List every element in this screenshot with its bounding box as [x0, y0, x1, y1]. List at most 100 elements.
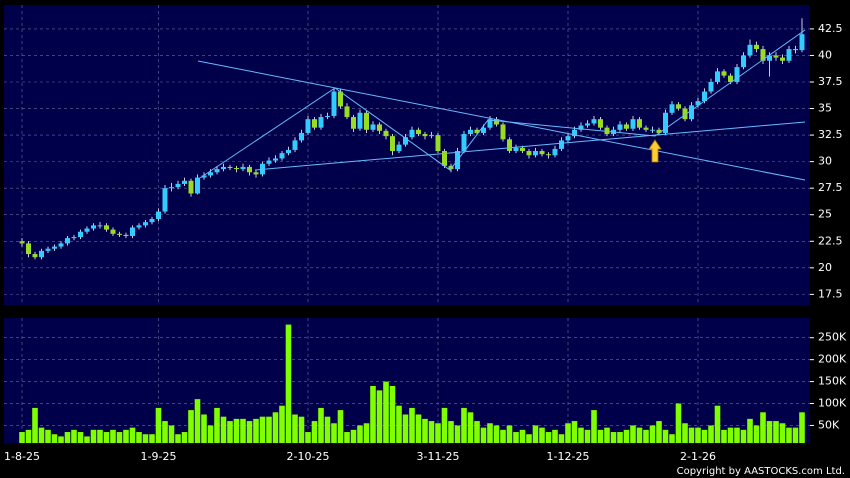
volume-bar	[734, 427, 740, 443]
volume-bar	[792, 427, 799, 443]
candle-body	[195, 177, 200, 194]
volume-bar	[168, 425, 175, 443]
volume-bar	[617, 432, 623, 443]
y-tick-label: 17.5	[818, 287, 843, 300]
candle-body	[422, 134, 428, 137]
volume-bar	[545, 432, 552, 443]
volume-bar	[766, 421, 773, 443]
candle-body	[442, 151, 447, 166]
volume-bar	[220, 416, 227, 443]
candle-body	[663, 112, 668, 133]
x-tick-label: 1-9-25	[141, 450, 177, 463]
volume-bar	[51, 434, 58, 443]
candle-body	[435, 135, 441, 152]
candle-body	[474, 129, 480, 133]
candle-body	[565, 136, 571, 141]
volume-bar	[311, 421, 318, 443]
y-tick-label: 30	[818, 155, 832, 168]
volume-bar	[610, 432, 617, 443]
volume-bar	[227, 421, 233, 443]
volume-bar	[38, 427, 45, 443]
volume-bar	[552, 429, 558, 443]
volume-bar	[214, 407, 220, 443]
candle-body	[26, 243, 31, 255]
candle-body	[734, 67, 740, 82]
volume-bar	[714, 405, 721, 443]
candle-body	[136, 225, 142, 228]
volume-bar	[116, 432, 123, 443]
candle-body	[123, 234, 129, 236]
candle-body	[526, 151, 532, 156]
candle-body	[318, 117, 324, 128]
candle-body	[117, 233, 122, 235]
volume-bar	[58, 436, 64, 443]
trend-zigzag	[199, 29, 806, 179]
volume-bar	[370, 385, 376, 443]
candle-body	[429, 135, 434, 137]
candle-body	[481, 127, 486, 133]
volume-bar	[740, 429, 747, 443]
candle-body	[656, 129, 662, 133]
candle-body	[247, 166, 252, 173]
candle-body	[513, 147, 519, 152]
candle-body	[630, 119, 636, 129]
volume-bar	[285, 324, 292, 443]
candle-body	[305, 119, 311, 133]
volume-bar	[519, 429, 526, 443]
volume-bar	[643, 429, 649, 443]
candle-body	[71, 237, 77, 239]
candle-body	[344, 106, 350, 118]
volume-bar	[415, 414, 422, 443]
candle-body	[221, 166, 226, 170]
volume-bar	[324, 416, 331, 443]
volume-bar	[207, 425, 214, 443]
y-tick-label: 32.5	[818, 128, 843, 141]
candle-body	[351, 117, 356, 129]
candle-body	[539, 151, 545, 155]
candle-body	[689, 105, 694, 120]
candle-body	[149, 218, 155, 223]
y-tick-label: 40	[818, 48, 832, 61]
candle-body	[370, 124, 376, 130]
volume-bar	[45, 429, 51, 443]
candle-body	[104, 225, 109, 230]
candle-body	[494, 119, 499, 125]
candle-body	[188, 180, 194, 194]
x-tick-label: 1-8-25	[4, 450, 40, 463]
volume-bar	[662, 429, 669, 443]
candle-body	[416, 129, 421, 135]
volume-bar	[441, 407, 448, 443]
candle-body	[520, 147, 525, 152]
volume-bar	[623, 429, 630, 443]
volume-bar	[454, 425, 461, 443]
candle-body	[721, 71, 727, 76]
candle-body	[65, 238, 70, 244]
candle-body	[156, 211, 161, 219]
volume-bar	[753, 425, 760, 443]
volume-bar	[604, 427, 610, 443]
volume-bar	[448, 421, 454, 443]
y-tick-label: 50K	[818, 418, 840, 431]
candle-body	[19, 241, 25, 244]
volume-bar	[363, 423, 370, 443]
volume-bar	[305, 432, 311, 443]
candle-body	[266, 160, 272, 164]
volume-bar	[32, 407, 38, 443]
volume-bar	[97, 429, 103, 443]
volume-bar	[786, 427, 792, 443]
candle-body	[695, 101, 701, 106]
volume-bar	[649, 425, 656, 443]
volume-bar	[688, 427, 695, 443]
y-tick-label: 42.5	[818, 22, 843, 35]
volume-bar	[500, 429, 506, 443]
candle-body	[331, 91, 337, 116]
candle-body	[676, 104, 681, 109]
candle-body	[208, 172, 213, 176]
volume-bar	[532, 425, 539, 443]
marks	[19, 18, 805, 443]
candle-body	[533, 151, 538, 156]
y-tick-label: 150K	[818, 375, 847, 388]
candle-body	[754, 44, 759, 50]
candle-body	[682, 108, 688, 120]
candle-body	[91, 225, 96, 229]
